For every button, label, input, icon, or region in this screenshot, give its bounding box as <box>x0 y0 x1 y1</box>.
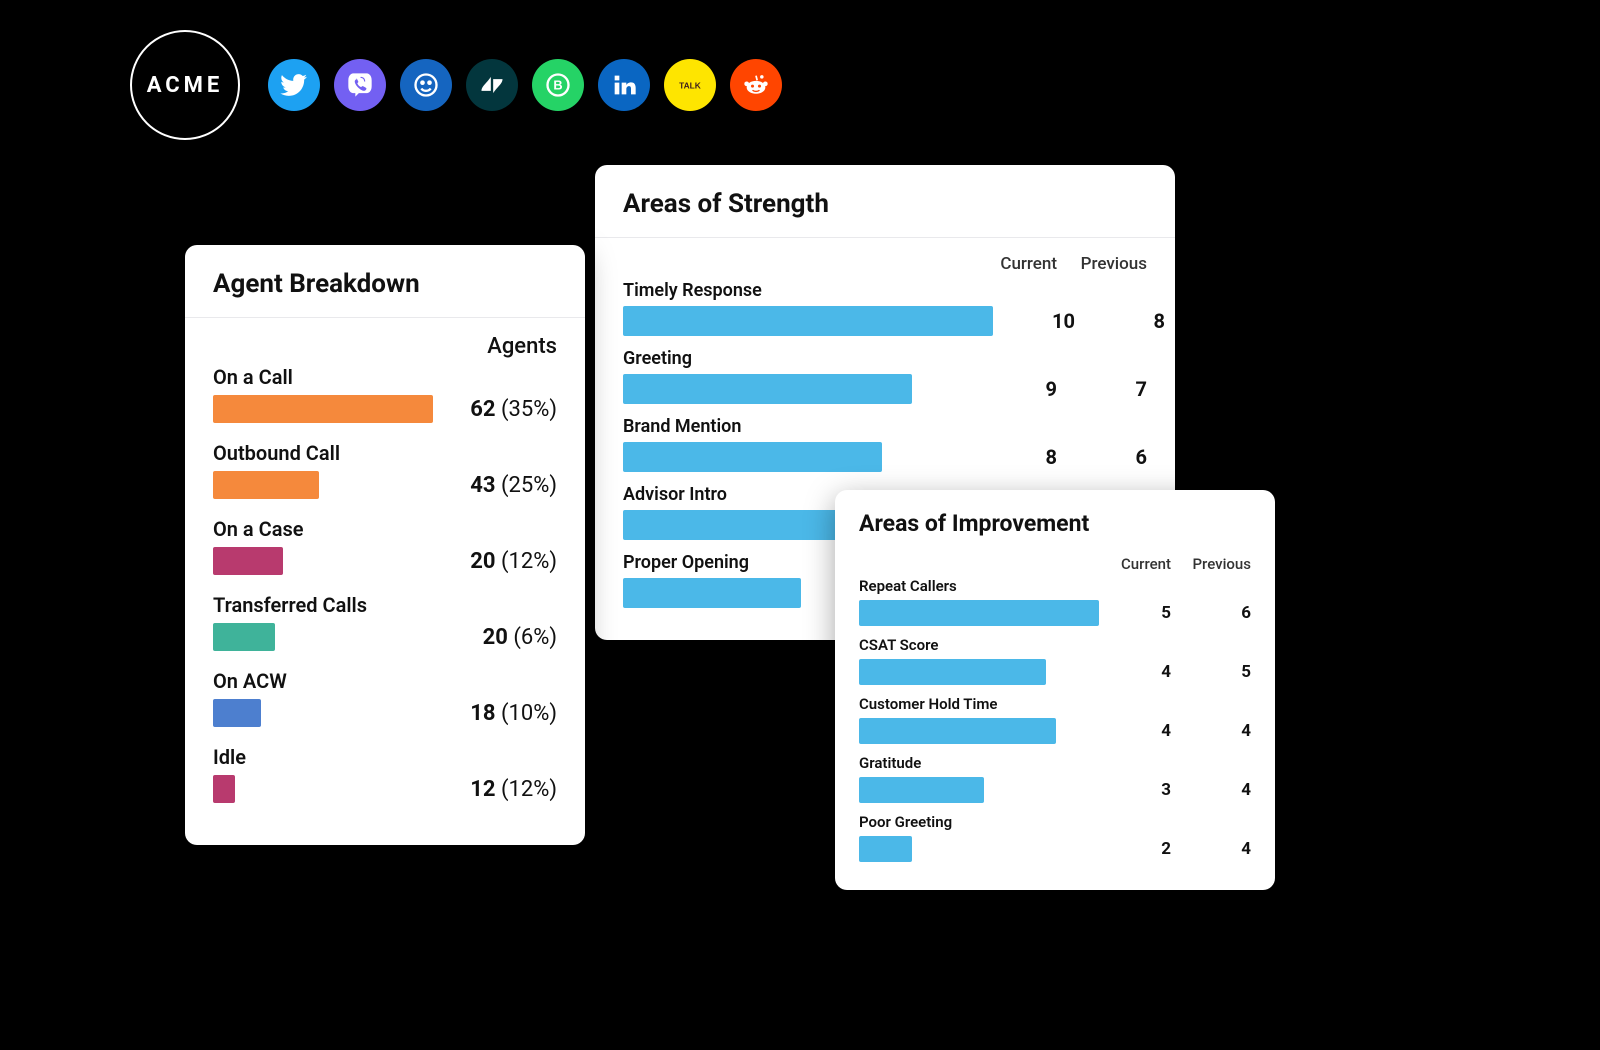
agent-row-label: On ACW <box>213 669 557 693</box>
improvement-row: Repeat Callers 56 <box>835 577 1275 636</box>
brand-logo: ACME <box>130 30 240 140</box>
improvements-col-headers: Current Previous <box>835 551 1275 577</box>
agent-row: Outbound Call 43 (25%) <box>213 441 557 499</box>
strength-row-values: 97 <box>987 377 1147 401</box>
agent-col-header: Agents <box>213 334 557 365</box>
agent-row: Transferred Calls 20 (6%) <box>213 593 557 651</box>
whatsapp-biz-icon[interactable]: B <box>532 59 584 111</box>
strength-row-bar <box>623 374 912 404</box>
agent-row: On ACW 18 (10%) <box>213 669 557 727</box>
improvement-row-bar <box>859 718 1056 744</box>
strength-row-bar <box>623 306 993 336</box>
agent-row-bar <box>213 775 235 803</box>
svg-text:TALK: TALK <box>679 81 701 91</box>
header-row: ACME B TALK <box>130 30 782 140</box>
strength-row: Brand Mention 86 <box>595 416 1175 484</box>
strength-row: Timely Response 108 <box>595 280 1175 348</box>
strength-row-values: 108 <box>1005 309 1165 333</box>
improvement-row: Poor Greeting 24 <box>835 813 1275 872</box>
agent-row: On a Case 20 (12%) <box>213 517 557 575</box>
agent-row-bar <box>213 623 275 651</box>
agent-row-label: On a Case <box>213 517 557 541</box>
strength-row-bar <box>623 578 801 608</box>
strengths-title: Areas of Strength <box>595 165 1175 238</box>
twitter-icon[interactable] <box>268 59 320 111</box>
improvement-row-label: Repeat Callers <box>859 577 1251 595</box>
agent-breakdown-card: Agent Breakdown Agents On a Call 62 (35%)… <box>185 245 585 845</box>
improvement-row-values: 44 <box>1111 721 1251 741</box>
improvement-row-values: 56 <box>1111 603 1251 623</box>
improvement-row-bar <box>859 659 1046 685</box>
improvement-row-values: 34 <box>1111 780 1251 800</box>
improvement-row-label: CSAT Score <box>859 636 1251 654</box>
zendesk-icon[interactable] <box>466 59 518 111</box>
svg-text:B: B <box>553 78 562 93</box>
agent-row-bar <box>213 699 261 727</box>
strength-row-values: 86 <box>987 445 1147 469</box>
improvements-col-current: Current <box>1111 555 1171 573</box>
improvement-row-label: Gratitude <box>859 754 1251 772</box>
social-icons: B TALK <box>268 59 782 111</box>
improvement-row-bar <box>859 777 984 803</box>
strength-row-label: Greeting <box>623 348 1147 369</box>
agent-row-label: Outbound Call <box>213 441 557 465</box>
brand-label: ACME <box>147 73 224 98</box>
agent-row-label: Transferred Calls <box>213 593 557 617</box>
agent-row-label: Idle <box>213 745 557 769</box>
strength-row-label: Timely Response <box>623 280 1147 301</box>
improvements-title: Areas of Improvement <box>835 490 1275 551</box>
agent-row-value: 12 (12%) <box>470 777 557 802</box>
improvement-row: Gratitude 34 <box>835 754 1275 813</box>
agent-row-value: 20 (6%) <box>483 625 557 650</box>
agent-row-value: 43 (25%) <box>470 473 557 498</box>
agent-row-value: 20 (12%) <box>470 549 557 574</box>
improvements-card: Areas of Improvement Current Previous Re… <box>835 490 1275 890</box>
agent-row-bar <box>213 395 433 423</box>
agent-row-bar <box>213 547 283 575</box>
viber-icon[interactable] <box>334 59 386 111</box>
kakao-icon[interactable]: TALK <box>664 59 716 111</box>
improvement-row-label: Poor Greeting <box>859 813 1251 831</box>
improvement-row-values: 24 <box>1111 839 1251 859</box>
improvement-row: CSAT Score 45 <box>835 636 1275 695</box>
linkedin-icon[interactable] <box>598 59 650 111</box>
improvement-row: Customer Hold Time 44 <box>835 695 1275 754</box>
improvement-row-values: 45 <box>1111 662 1251 682</box>
improvement-row-label: Customer Hold Time <box>859 695 1251 713</box>
improvement-row-bar <box>859 600 1099 626</box>
agent-row-value: 18 (10%) <box>470 701 557 726</box>
agent-row-value: 62 (35%) <box>470 397 557 422</box>
reddit-icon[interactable] <box>730 59 782 111</box>
strengths-col-previous: Previous <box>1077 254 1147 274</box>
smiley-icon[interactable] <box>400 59 452 111</box>
strength-row: Greeting 97 <box>595 348 1175 416</box>
agent-row: Idle 12 (12%) <box>213 745 557 803</box>
improvements-col-previous: Previous <box>1191 555 1251 573</box>
agent-row-label: On a Call <box>213 365 557 389</box>
strength-row-label: Brand Mention <box>623 416 1147 437</box>
agent-breakdown-title: Agent Breakdown <box>185 245 585 318</box>
agent-row-bar <box>213 471 319 499</box>
strengths-col-current: Current <box>987 254 1057 274</box>
agent-row: On a Call 62 (35%) <box>213 365 557 423</box>
strength-row-bar <box>623 442 882 472</box>
strengths-col-headers: Current Previous <box>595 238 1175 280</box>
improvement-row-bar <box>859 836 912 862</box>
